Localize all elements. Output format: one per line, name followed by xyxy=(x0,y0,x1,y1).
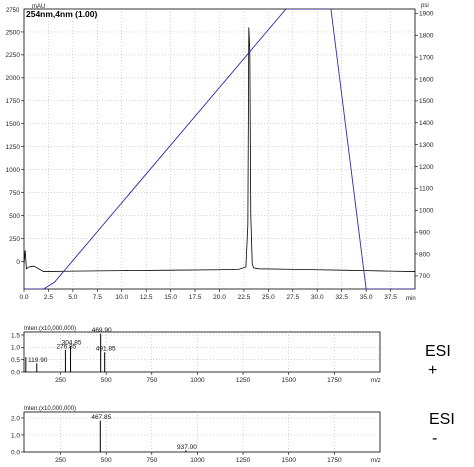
y-tick-label: 250 xyxy=(9,236,20,243)
x-tick-label: 5.0 xyxy=(68,294,77,301)
esi-negative-y-tick-label: 2.0 xyxy=(11,415,20,422)
esi-negative-x-tick-label: 750 xyxy=(146,457,157,464)
esi-positive-y-tick-label: 0.5 xyxy=(11,357,20,364)
chromatogram-panel: 0.0 2.5 5.0 7.5 10.0 12.5 15.0 17.5 20.0 22.5 25.0… xyxy=(6,3,434,302)
esi-negative-label: ESI xyxy=(429,411,455,428)
esi-positive-x-tick-label: 1750 xyxy=(327,377,342,384)
esi-positive-x-tick-label: 1500 xyxy=(281,377,296,384)
esi-positive-sign: + xyxy=(428,362,437,379)
y-tick-label: 2250 xyxy=(6,52,21,59)
esi-negative-x-tick-label: 500 xyxy=(101,457,112,464)
esi-positive-y-tick-label: 1.5 xyxy=(11,332,20,339)
esi-negative-x-tick-label: 250 xyxy=(55,457,66,464)
x-tick-label: 7.5 xyxy=(93,294,102,301)
esi-positive-x-tick-label: 750 xyxy=(146,377,157,384)
y-axis-top-label: 2750 xyxy=(6,8,20,14)
y2-tick-label: 1000 xyxy=(419,208,434,215)
y2-tick-label: 1800 xyxy=(419,33,434,40)
esi-negative-y-axis-label: Inten.(x10,000,000) xyxy=(24,406,76,412)
esi-positive-spectrum-panel: 250 500 750 1000 1250 1500 1750 0.0 0.5 1.0 1.5 11… xyxy=(11,326,381,384)
y-tick-label: 2500 xyxy=(6,29,21,36)
x-tick-label: 37.5 xyxy=(384,294,397,301)
x-tick-label: 25.0 xyxy=(262,294,275,301)
x-tick-label: 30.0 xyxy=(311,294,324,301)
esi-positive-peak-label: 469.90 xyxy=(92,327,112,334)
esi-positive-y-tick-label: 1.0 xyxy=(11,345,20,352)
y2-tick-label: 1500 xyxy=(419,98,434,105)
esi-negative-y-tick-label: 0.0 xyxy=(11,449,20,456)
esi-positive-y-axis-label: Inten.(x10,000,000) xyxy=(24,326,76,332)
y-axis-unit: mAU xyxy=(32,4,45,10)
y2-tick-label: 800 xyxy=(419,251,430,258)
y-tick-label: 500 xyxy=(9,213,20,220)
esi-positive-label: ESI xyxy=(425,343,451,360)
x-axis-unit: min xyxy=(406,296,416,302)
esi-positive-peak-label: 491.85 xyxy=(96,346,116,353)
esi-negative-peak-label: 937.00 xyxy=(177,444,197,451)
esi-negative-x-tick-label: 1000 xyxy=(190,457,205,464)
esi-positive-peak-label: 276.85 xyxy=(56,343,76,350)
y2-axis-unit: psi xyxy=(421,3,429,9)
y2-tick-label: 1700 xyxy=(419,54,434,61)
esi-negative-spectrum-panel: 250 500 750 1000 1250 1500 1750 0.0 1.0 2.0 467.8… xyxy=(11,406,381,464)
y-tick-label: 1500 xyxy=(6,121,21,128)
esi-negative-sign: - xyxy=(432,430,437,447)
esi-positive-x-tick-label: 1250 xyxy=(236,377,251,384)
x-tick-label: 32.5 xyxy=(335,294,348,301)
y-tick-label: 1000 xyxy=(6,167,21,174)
chromatogram-plot-frame xyxy=(23,8,416,290)
y2-tick-label: 1900 xyxy=(419,11,434,18)
esi-negative-x-tick-label: 1500 xyxy=(281,457,296,464)
x-tick-label: 2.5 xyxy=(44,294,53,301)
x-tick-label: 27.5 xyxy=(286,294,299,301)
esi-negative-plot-frame xyxy=(23,411,381,453)
y-tick-label: 1250 xyxy=(6,144,21,151)
esi-positive-plot-frame xyxy=(23,331,381,373)
esi-negative-x-tick-label: 1250 xyxy=(236,457,251,464)
y-tick-label: 1750 xyxy=(6,98,21,105)
y-tick-label: 0 xyxy=(16,259,20,266)
esi-positive-x-tick-label: 1000 xyxy=(190,377,205,384)
x-tick-label: 20.0 xyxy=(213,294,226,301)
x-tick-label: 35.0 xyxy=(360,294,373,301)
esi-negative-peak-label: 467.85 xyxy=(91,414,111,421)
x-tick-label: 0.0 xyxy=(19,294,28,301)
x-tick-label: 12.5 xyxy=(140,294,153,301)
y2-tick-label: 1600 xyxy=(419,76,434,83)
esi-negative-y-tick-label: 1.0 xyxy=(11,432,20,439)
x-tick-label: 22.5 xyxy=(238,294,251,301)
esi-positive-x-axis-unit: m/z xyxy=(371,378,381,384)
y2-tick-label: 1100 xyxy=(419,186,433,193)
y2-tick-label: 900 xyxy=(419,229,430,236)
esi-negative-x-axis-unit: m/z xyxy=(371,458,381,464)
x-tick-label: 15.0 xyxy=(164,294,177,301)
y2-tick-label: 1400 xyxy=(419,120,434,127)
x-tick-label: 17.5 xyxy=(189,294,202,301)
esi-positive-peak-label: 304.85 xyxy=(62,340,82,347)
x-tick-label: 10.0 xyxy=(115,294,128,301)
y2-tick-label: 1200 xyxy=(419,164,434,171)
esi-negative-x-tick-label: 1750 xyxy=(327,457,342,464)
esi-positive-peak-label: 119.90 xyxy=(28,357,48,364)
absorbance-series-line xyxy=(24,27,415,272)
chromatogram-title: 254nm,4nm (1.00) xyxy=(26,9,98,19)
y2-tick-label: 1300 xyxy=(419,142,434,149)
esi-positive-x-tick-label: 500 xyxy=(101,377,112,384)
esi-positive-y-tick-label: 0.0 xyxy=(11,369,20,376)
esi-positive-x-tick-label: 250 xyxy=(55,377,66,384)
y2-tick-label: 700 xyxy=(419,273,430,280)
y-tick-label: 2000 xyxy=(6,75,21,82)
y-tick-label: 750 xyxy=(9,190,20,197)
